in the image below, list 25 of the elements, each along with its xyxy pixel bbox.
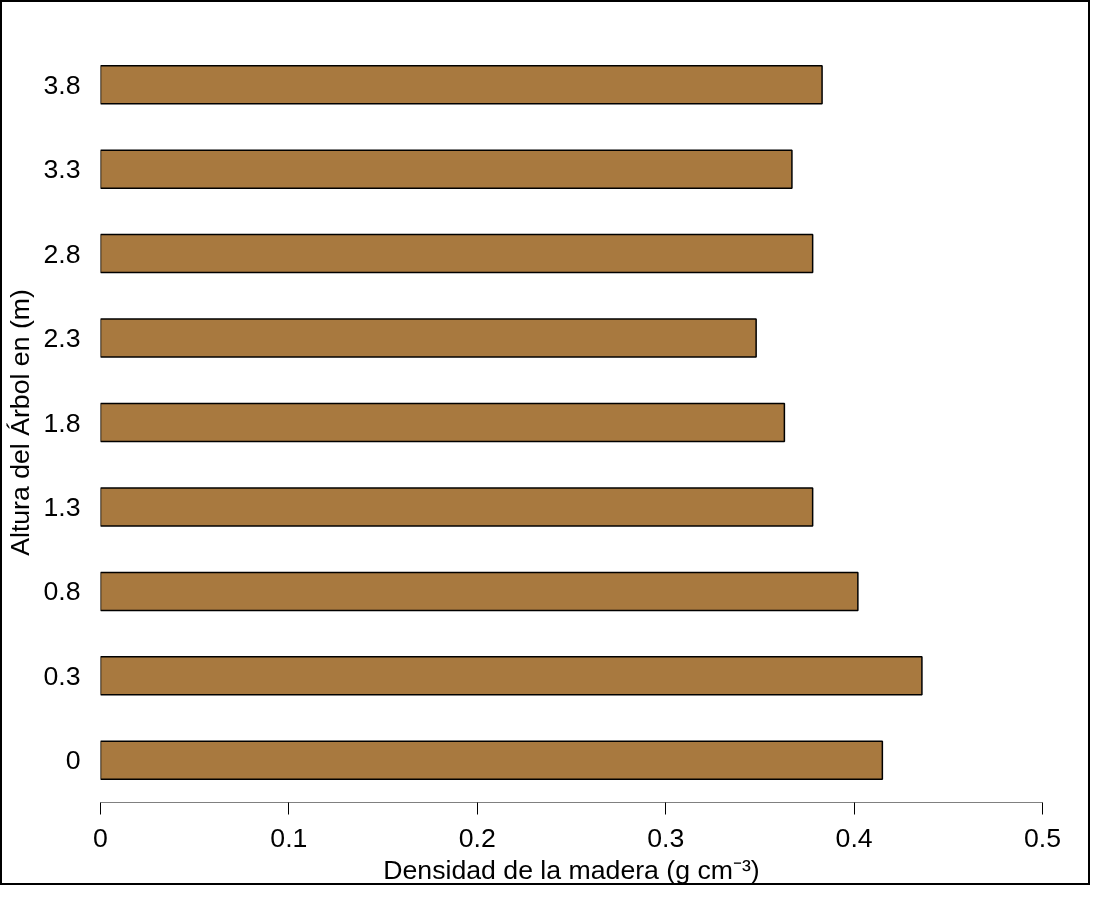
x-tick-label: 0.4 <box>835 822 873 853</box>
y-tick-label: 1.8 <box>43 407 81 438</box>
bar <box>100 318 757 358</box>
x-tick-label: 0.1 <box>270 822 308 853</box>
y-axis-title: Altura del Árbol en (m) <box>5 289 36 556</box>
bar <box>100 233 814 274</box>
y-tick-label: 1.3 <box>43 491 81 522</box>
bar <box>100 487 814 527</box>
bar <box>100 740 884 781</box>
y-tick-label: 3.3 <box>43 154 81 185</box>
bar <box>100 571 859 612</box>
x-tick-label: 0.2 <box>458 822 496 853</box>
x-tick-label: 0.5 <box>1023 822 1062 853</box>
y-tick-label: 0.8 <box>43 576 81 607</box>
bar <box>100 64 823 105</box>
x-tick-label: 0 <box>93 822 108 853</box>
y-tick-label: 2.3 <box>43 323 81 354</box>
y-tick-label: 0 <box>65 745 81 776</box>
y-tick-label: 3.8 <box>43 69 81 100</box>
x-tick-label: 0.3 <box>647 822 685 853</box>
bar <box>100 149 793 189</box>
bar <box>100 656 923 696</box>
y-tick-label: 0.3 <box>43 660 81 691</box>
bar <box>100 402 786 443</box>
y-tick-label: 2.8 <box>43 238 81 269</box>
